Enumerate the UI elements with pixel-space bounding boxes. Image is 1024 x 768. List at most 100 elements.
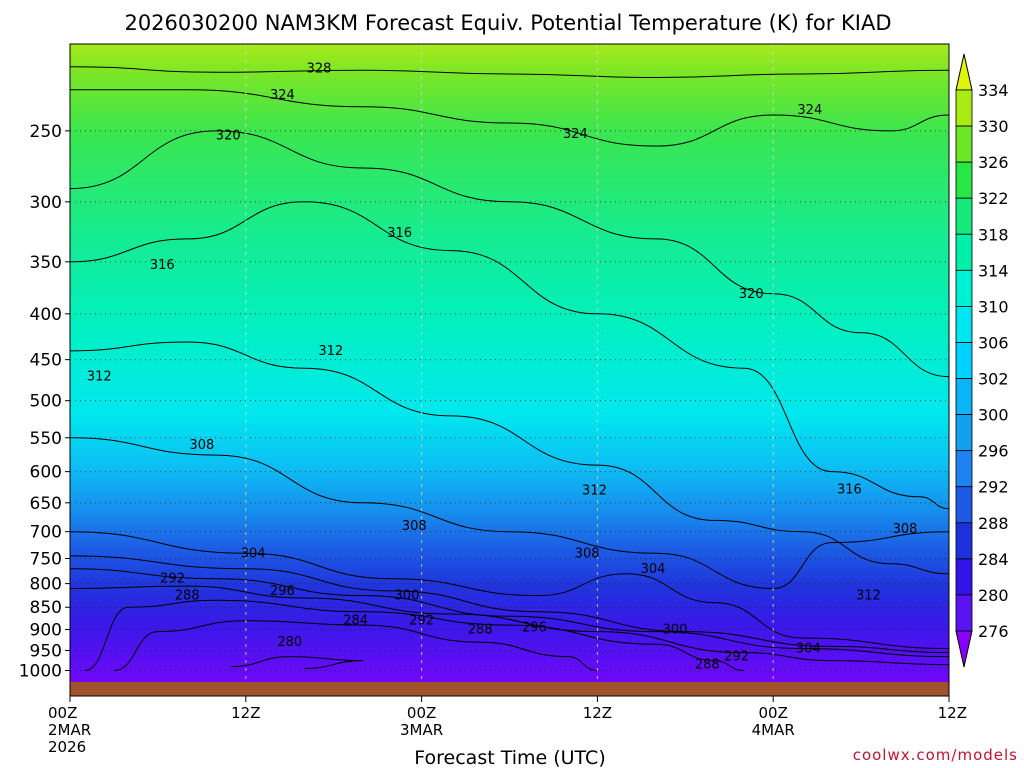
x-tick-label-24-0: 00Z	[407, 704, 436, 722]
contour-label-308: 308	[575, 546, 600, 561]
x-tick-label-24-1: 3MAR	[400, 721, 443, 739]
contour-label-284: 284	[343, 614, 368, 629]
contour-label-328: 328	[307, 62, 332, 77]
contour-label-292: 292	[409, 614, 434, 629]
contour-label-316: 316	[150, 258, 175, 273]
contour-300	[70, 555, 949, 654]
contour-label-308: 308	[893, 522, 918, 537]
contour-label-312: 312	[856, 589, 881, 604]
x-axis-label: Forecast Time (UTC)	[414, 747, 605, 768]
contour-label-292: 292	[724, 650, 749, 665]
contour-label-324: 324	[797, 103, 822, 118]
x-tick-label-60-0: 12Z	[938, 704, 967, 722]
colorbar-label-292: 292	[978, 478, 1009, 497]
colorbar-label-314: 314	[978, 261, 1009, 280]
contour-label-308: 308	[402, 519, 427, 534]
contour-label-280: 280	[277, 635, 302, 650]
plot-area: 328 324 324 324 320 320 316 316 316 312 312 312 312 3…	[69, 43, 950, 697]
colorbar-label-306: 306	[978, 333, 1009, 352]
colorbar-swatch-306	[955, 342, 973, 379]
contour-312	[70, 341, 949, 575]
colorbar-label-302: 302	[978, 370, 1009, 389]
contour-316	[70, 201, 949, 510]
y-tick-label-800: 800	[30, 575, 62, 595]
x-tick-label-48-1: 4MAR	[752, 721, 795, 739]
colorbar-swatch-334	[955, 89, 973, 127]
contour-label-324: 324	[270, 88, 295, 103]
colorbar-top-arrow	[955, 53, 973, 91]
x-tick-label-48-0: 00Z	[759, 704, 788, 722]
colorbar-label-300: 300	[978, 406, 1009, 425]
colorbar-label-280: 280	[978, 586, 1009, 605]
contour-label-304: 304	[241, 546, 266, 561]
y-tick-label-850: 850	[30, 598, 62, 618]
theta-e-field	[70, 44, 949, 682]
contour-label-288: 288	[175, 589, 200, 604]
colorbar-swatch-314	[955, 269, 973, 307]
colorbar-label-276: 276	[978, 622, 1009, 641]
contour-label-320: 320	[739, 287, 764, 302]
contour-label-304: 304	[796, 641, 821, 656]
colorbar-swatch-310	[955, 305, 973, 343]
y-tick-label-950: 950	[30, 642, 62, 662]
colorbar-label-284: 284	[978, 550, 1009, 569]
contour-label-300: 300	[663, 622, 688, 637]
y-tick-label-700: 700	[30, 523, 62, 543]
contour-label-296: 296	[270, 584, 295, 599]
contour-label-320: 320	[216, 129, 241, 144]
colorbar-swatch-326	[955, 161, 973, 199]
colorbar-swatch-302	[955, 378, 973, 415]
colorbar-swatch-322	[955, 197, 973, 235]
contour-320	[70, 130, 949, 378]
contour-label-288: 288	[695, 658, 720, 673]
y-tick-label-450: 450	[30, 351, 62, 371]
x-tick-label-0-0: 00Z	[48, 704, 77, 722]
contour-280	[231, 656, 364, 669]
contour-324	[70, 89, 949, 147]
colorbar-label-296: 296	[978, 442, 1009, 461]
contour-288	[84, 599, 744, 671]
colorbar-swatch-280	[955, 594, 973, 632]
colorbar-label-326: 326	[978, 153, 1009, 172]
contour-label-312: 312	[318, 344, 343, 359]
colorbar-swatch-292	[955, 486, 973, 524]
x-tick-label-0-2: 2026	[48, 738, 86, 756]
y-tick-label-500: 500	[30, 392, 62, 412]
y-tick-label-250: 250	[30, 122, 62, 142]
colorbar-label-330: 330	[978, 117, 1009, 136]
colorbar-swatch-284	[955, 558, 973, 596]
contour-labels: 328 324 324 324 320 320 316 316 316 312 312 312 312 3…	[87, 62, 918, 673]
colorbar-swatch-318	[955, 233, 973, 271]
contour-292	[70, 585, 949, 666]
x-tick-label-12-0: 12Z	[231, 704, 260, 722]
y-axis: 2503003504004505005506006507007508008509…	[19, 122, 70, 681]
colorbar-bottom-arrow	[955, 630, 973, 668]
contour-label-288: 288	[468, 622, 493, 637]
colorbar-label-310: 310	[978, 297, 1009, 316]
contour-label-312: 312	[582, 484, 607, 499]
chart-title: 2026030200 NAM3KM Forecast Equiv. Potent…	[124, 11, 891, 35]
contour-label-308: 308	[189, 438, 214, 453]
contour-lines	[70, 66, 949, 671]
contour-label-316: 316	[837, 482, 862, 497]
contour-label-292: 292	[160, 572, 185, 587]
contour-296	[70, 568, 949, 658]
y-tick-label-400: 400	[30, 305, 62, 325]
contour-label-296: 296	[522, 620, 547, 635]
y-tick-label-600: 600	[30, 463, 62, 483]
colorbar: 334 330 326 322 318 314 310 306 302 300 296 292 288 2…	[955, 53, 1009, 668]
contour-328	[70, 66, 949, 79]
x-tick-label-36-0: 12Z	[583, 704, 612, 722]
colorbar-label-334: 334	[978, 81, 1009, 100]
contour-label-316: 316	[387, 226, 412, 241]
contour-308	[70, 437, 949, 590]
colorbar-swatch-288	[955, 522, 973, 560]
colorbar-label-318: 318	[978, 225, 1009, 244]
colorbar-swatch-300	[955, 414, 973, 452]
contour-label-312: 312	[87, 370, 112, 385]
contour-label-324: 324	[563, 127, 588, 142]
y-tick-label-1000: 1000	[19, 661, 62, 681]
terrain-bar	[70, 682, 949, 696]
